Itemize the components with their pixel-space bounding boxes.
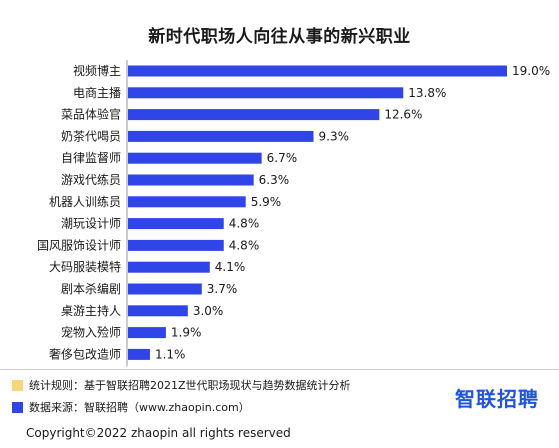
bar bbox=[128, 305, 188, 317]
chart-title: 新时代职场人向往从事的新兴职业 bbox=[148, 27, 411, 47]
bar bbox=[128, 152, 262, 164]
bar bbox=[128, 348, 150, 360]
category-label: 大码服装模特 bbox=[49, 259, 121, 274]
bar bbox=[128, 65, 507, 77]
value-label: 4.8% bbox=[229, 238, 260, 252]
data-source-note: 数据来源：智联招聘（www.zhaopin.com） bbox=[12, 399, 250, 415]
copyright-text: Copyright©2022 zhaopin all rights reserv… bbox=[26, 426, 291, 440]
bar bbox=[128, 261, 210, 273]
value-label: 4.1% bbox=[215, 260, 246, 274]
zhaopin-logo: 智联招聘 bbox=[455, 387, 539, 411]
bar bbox=[128, 327, 166, 339]
category-label: 桌游主持人 bbox=[61, 303, 121, 318]
value-label: 3.7% bbox=[207, 282, 238, 296]
bar bbox=[128, 218, 224, 230]
category-label: 潮玩设计师 bbox=[61, 216, 121, 231]
category-label: 剧本杀编剧 bbox=[61, 281, 121, 296]
value-label: 4.8% bbox=[229, 217, 260, 231]
value-label: 6.7% bbox=[267, 151, 298, 165]
value-label: 3.0% bbox=[193, 304, 224, 318]
stats-rule-note: 统计规则：基于智联招聘2021Z世代职场现状与趋势数据统计分析 bbox=[12, 377, 351, 393]
category-label: 菜品体验官 bbox=[61, 107, 121, 122]
value-label: 6.3% bbox=[259, 173, 290, 187]
category-label: 宠物入殓师 bbox=[61, 325, 121, 340]
data-source-text: 数据来源：智联招聘（www.zhaopin.com） bbox=[29, 401, 250, 414]
category-label: 机器人训练员 bbox=[49, 194, 121, 209]
value-label: 1.1% bbox=[155, 347, 186, 361]
value-label: 13.8% bbox=[408, 86, 446, 100]
value-label: 9.3% bbox=[319, 129, 350, 143]
bar bbox=[128, 239, 224, 251]
bar bbox=[128, 196, 246, 208]
category-label: 自律监督师 bbox=[61, 150, 121, 165]
value-label: 5.9% bbox=[251, 195, 281, 209]
category-label: 奢侈包改造师 bbox=[49, 347, 121, 361]
value-label: 1.9% bbox=[171, 326, 202, 340]
bar-chart: 视频博主 19.0% 电商主播 13.8% 菜品体验官 12.6% 奶茶代喝员 9.3% 自律监… bbox=[37, 60, 550, 367]
stats-rule-swatch bbox=[12, 379, 23, 391]
bar bbox=[128, 130, 314, 142]
category-label: 奶茶代喝员 bbox=[61, 128, 121, 143]
category-label: 视频博主 bbox=[73, 63, 121, 78]
bar bbox=[128, 283, 202, 295]
category-label: 国风服饰设计师 bbox=[37, 238, 121, 252]
data-source-swatch bbox=[12, 401, 23, 413]
value-label: 12.6% bbox=[384, 108, 422, 122]
category-label: 电商主播 bbox=[73, 85, 121, 100]
footer-divider bbox=[0, 369, 559, 370]
category-label: 游戏代练员 bbox=[61, 172, 121, 187]
bar bbox=[128, 87, 404, 99]
value-label: 19.0% bbox=[512, 64, 550, 78]
stats-rule-text: 统计规则：基于智联招聘2021Z世代职场现状与趋势数据统计分析 bbox=[29, 379, 351, 392]
bar bbox=[128, 109, 380, 121]
bar bbox=[128, 174, 254, 186]
